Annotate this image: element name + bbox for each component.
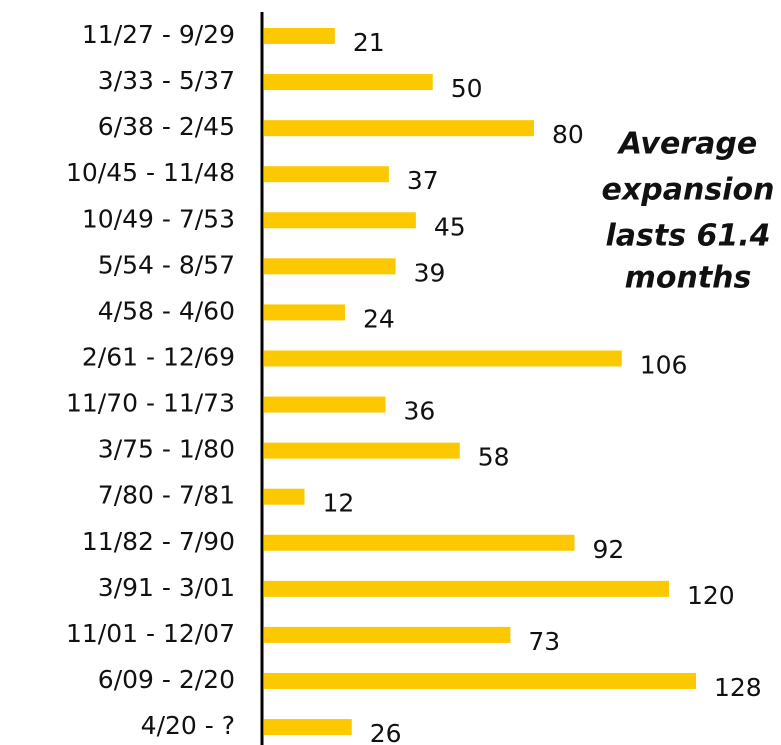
value-label: 24: [363, 304, 395, 333]
value-label: 39: [414, 258, 446, 287]
bar: [264, 304, 345, 321]
category-label: 11/27 - 9/29: [82, 20, 235, 49]
bar: [264, 442, 460, 459]
annotation: months: [625, 261, 752, 296]
value-label: 45: [434, 212, 466, 241]
category-label: 4/58 - 4/60: [98, 296, 235, 325]
category-label: 2/61 - 12/69: [82, 342, 235, 371]
bar: [264, 396, 386, 413]
value-label: 50: [451, 74, 483, 103]
value-label: 58: [478, 443, 510, 472]
category-label: 11/70 - 11/73: [66, 389, 235, 418]
value-label: 37: [407, 166, 439, 195]
annotation: Average: [617, 127, 757, 162]
category-label: 3/91 - 3/01: [98, 573, 235, 602]
category-label: 6/38 - 2/45: [98, 112, 235, 141]
value-label: 92: [593, 535, 625, 564]
category-label: 3/33 - 5/37: [98, 66, 235, 95]
value-label: 106: [640, 350, 688, 379]
value-label: 73: [528, 627, 560, 656]
bar: [264, 74, 433, 91]
value-label: 80: [552, 120, 584, 149]
category-label: 11/01 - 12/07: [66, 619, 235, 648]
category-label: 4/20 - ?: [141, 711, 235, 740]
category-label: 11/82 - 7/90: [82, 527, 235, 556]
value-label: 36: [404, 397, 436, 426]
bar: [264, 580, 669, 597]
bar: [264, 258, 396, 275]
bar: [264, 120, 534, 137]
bar: [264, 719, 352, 736]
category-label: 3/75 - 1/80: [98, 435, 235, 464]
annotation: lasts 61.4: [605, 219, 770, 254]
bar: [264, 534, 575, 551]
bar: [264, 488, 305, 505]
bar: [264, 28, 335, 44]
category-label: 7/80 - 7/81: [98, 481, 235, 510]
category-label: 6/09 - 2/20: [98, 665, 235, 694]
value-label: 12: [323, 489, 355, 518]
value-label: 120: [687, 581, 735, 610]
bar: [264, 212, 416, 229]
category-label: 5/54 - 8/57: [98, 250, 235, 279]
category-label: 10/49 - 7/53: [82, 204, 235, 233]
annotation: expansion: [602, 173, 775, 208]
category-label: 10/45 - 11/48: [66, 158, 235, 187]
value-label: 128: [714, 673, 762, 702]
bar: [264, 626, 511, 643]
bar: [264, 672, 696, 689]
value-label: 26: [370, 719, 402, 745]
bar: [264, 166, 389, 183]
value-label: 21: [353, 28, 385, 57]
bar: [264, 350, 622, 367]
